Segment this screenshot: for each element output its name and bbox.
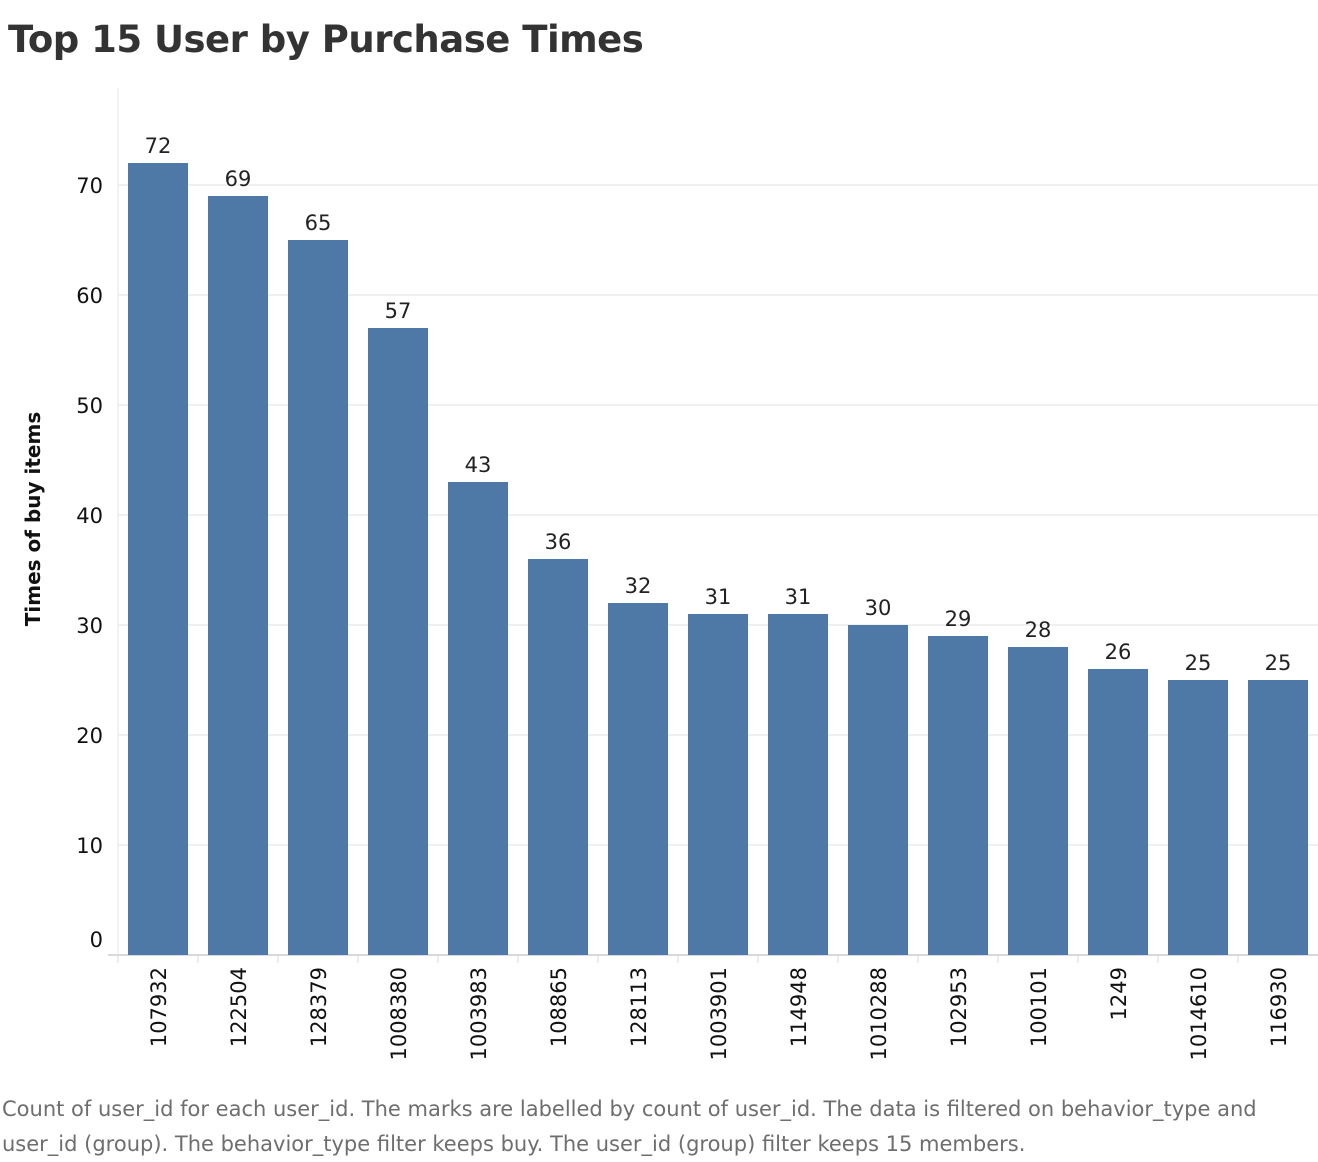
x-axis-ticks: 107932 122504 128379 1008380 1003983 108865 12… (117, 956, 1291, 1061)
bar-value-label: 65 (305, 211, 332, 235)
bar-value-label: 72 (145, 134, 172, 158)
chart-title: Top 15 User by Purchase Times (8, 18, 644, 61)
bar-value-label: 26 (1105, 640, 1132, 664)
y-axis-ticks: 0 10 20 30 40 50 60 70 (76, 174, 103, 952)
bar (848, 625, 908, 955)
bar-value-label: 30 (865, 596, 892, 620)
bar-value-label: 57 (385, 299, 412, 323)
x-tick-label: 122504 (227, 967, 251, 1047)
bar-value-label: 32 (625, 574, 652, 598)
bar (1008, 647, 1068, 955)
bar-value-label: 43 (465, 453, 492, 477)
bar (688, 614, 748, 955)
bar (1248, 680, 1308, 955)
y-tick-label: 60 (76, 284, 103, 308)
bar (1168, 680, 1228, 955)
bar (368, 328, 428, 955)
x-tick-label: 1008380 (387, 967, 411, 1061)
bar-value-label: 31 (705, 585, 732, 609)
bar-value-label: 25 (1185, 651, 1212, 675)
bar-chart: 0 10 20 30 40 50 60 70 72 69 65 57 43 36 32 31 31 30 29 28… (21, 88, 1318, 1061)
bar-value-label: 28 (1025, 618, 1052, 642)
x-tick-label: 108865 (547, 967, 571, 1047)
y-tick-label: 40 (76, 504, 103, 528)
bar (768, 614, 828, 955)
bar (288, 240, 348, 955)
x-tick-label: 1003983 (467, 967, 491, 1061)
bar-value-label: 25 (1265, 651, 1292, 675)
x-tick-label: 1014610 (1187, 967, 1211, 1061)
x-tick-label: 1003901 (707, 967, 731, 1061)
bar (448, 482, 508, 955)
bar-value-label: 29 (945, 607, 972, 631)
y-tick-label: 10 (76, 834, 103, 858)
bar-value-label: 36 (545, 530, 572, 554)
y-tick-label: 30 (76, 614, 103, 638)
x-tick-label: 128113 (627, 967, 651, 1047)
bar (608, 603, 668, 955)
x-tick-label: 1249 (1107, 967, 1131, 1020)
y-tick-label: 20 (76, 724, 103, 748)
bar (528, 559, 588, 955)
bar (1088, 669, 1148, 955)
y-tick-label: 70 (76, 174, 103, 198)
bar-value-label: 31 (785, 585, 812, 609)
x-tick-label: 116930 (1267, 967, 1291, 1047)
x-tick-label: 114948 (787, 967, 811, 1047)
bars: 72 69 65 57 43 36 32 31 31 30 29 28 26 25 25 (128, 134, 1308, 955)
x-tick-label: 100101 (1027, 967, 1051, 1047)
bar (208, 196, 268, 955)
bar (928, 636, 988, 955)
bar (128, 163, 188, 955)
x-tick-label: 128379 (307, 967, 331, 1047)
y-tick-label: 0 (90, 928, 103, 952)
x-tick-label: 107932 (147, 967, 171, 1047)
chart-caption: Count of user_id for each user_id. The m… (2, 1097, 1257, 1156)
y-tick-label: 50 (76, 394, 103, 418)
y-axis-label: Times of buy items (21, 412, 45, 626)
x-tick-label: 102953 (947, 967, 971, 1047)
bar-value-label: 69 (225, 167, 252, 191)
x-tick-label: 1010288 (867, 967, 891, 1061)
